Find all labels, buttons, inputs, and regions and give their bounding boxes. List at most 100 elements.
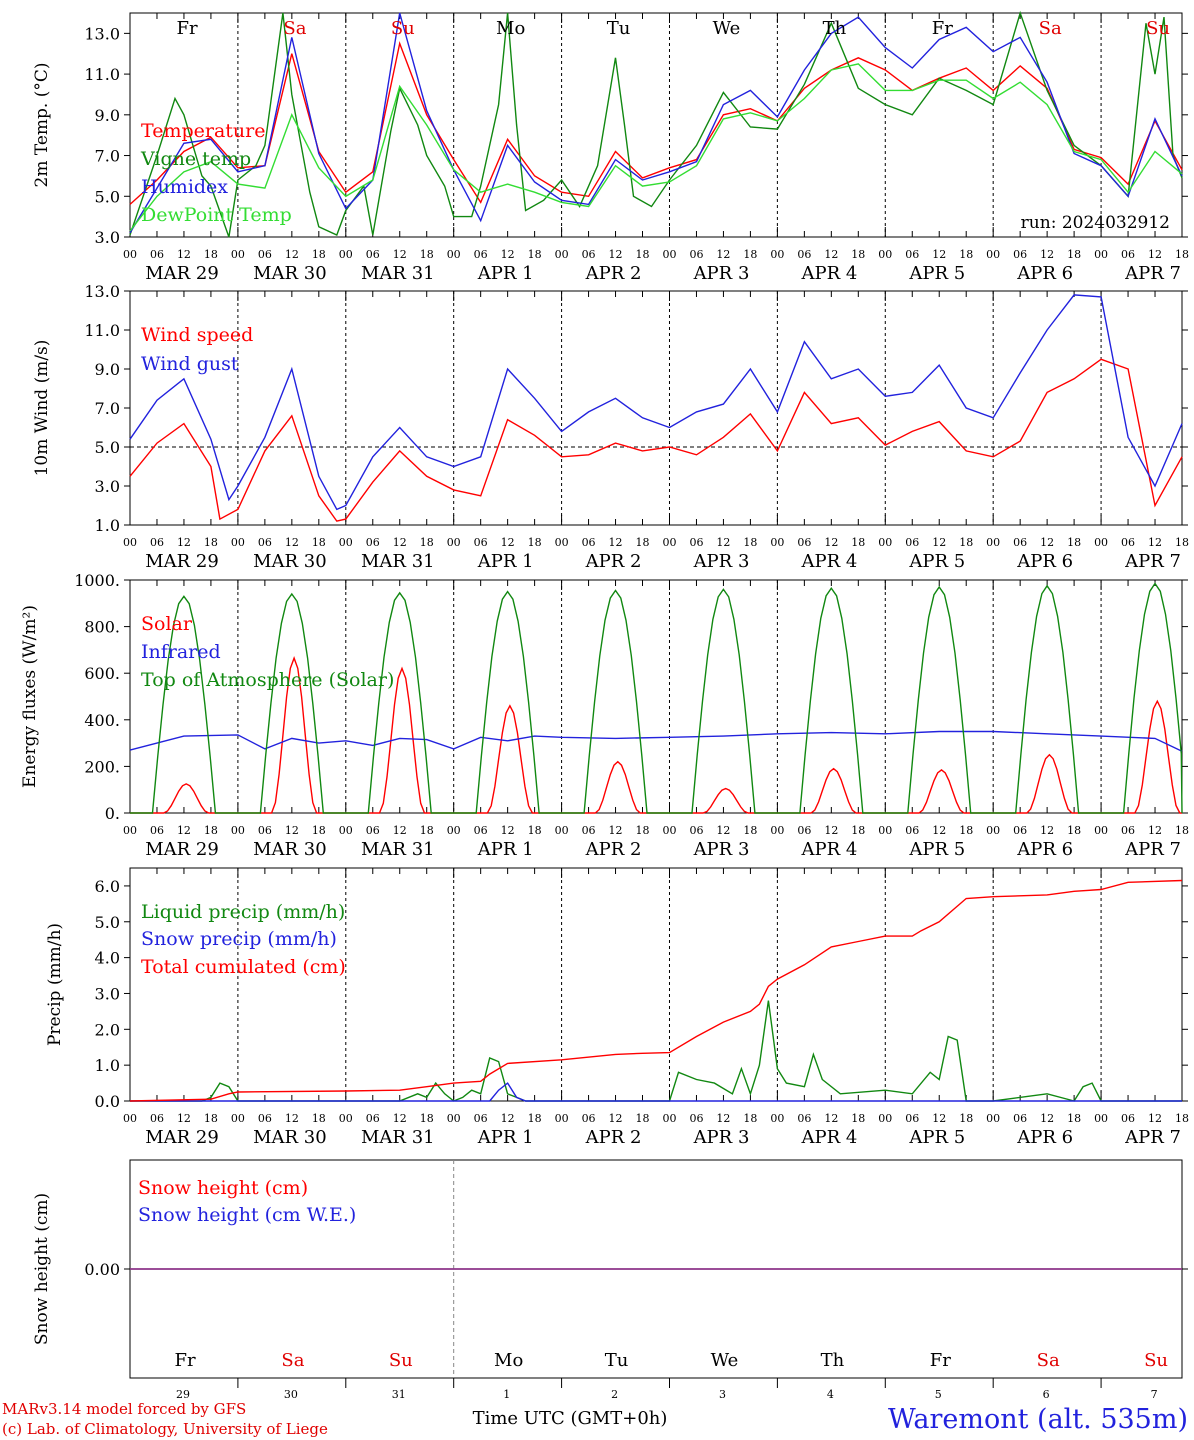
model-credit: MARv3.14 model forced by GFS (2, 1400, 246, 1418)
hour-tick-label: 06 (258, 536, 272, 549)
hour-tick-label: 00 (662, 248, 676, 261)
hour-tick-label: 00 (447, 248, 461, 261)
hour-tick-label: 06 (1121, 1112, 1135, 1125)
y-tick-label: 7.0 (95, 399, 120, 418)
hour-tick-label: 06 (797, 536, 811, 549)
run-label: run: 2024032912 (1021, 213, 1170, 233)
day-label: APR 4 (800, 551, 857, 572)
hour-tick-label: 12 (716, 248, 730, 261)
hour-tick-label: 12 (393, 1112, 407, 1125)
day-label: APR 1 (477, 551, 534, 572)
weekday-label: Fr (176, 18, 197, 39)
legend-entry: Snow height (cm W.E.) (138, 1204, 356, 1226)
hour-tick-label: 18 (1067, 536, 1081, 549)
day-number: 2 (611, 1388, 618, 1401)
day-label: APR 4 (800, 1127, 857, 1148)
hour-tick-label: 06 (582, 248, 596, 261)
hour-tick-label: 18 (312, 248, 326, 261)
panel-frame (129, 290, 1183, 526)
series-line-wind-speed (129, 358, 1183, 522)
hour-tick-label: 06 (150, 536, 164, 549)
hour-tick-label: 12 (1040, 824, 1054, 837)
y-tick-label: 800. (84, 618, 120, 637)
weekday-label: Th (821, 1350, 845, 1371)
day-label: MAR 29 (145, 1127, 219, 1148)
hour-tick-label: 12 (1148, 536, 1162, 549)
y-tick-label: 1000. (74, 571, 120, 590)
legend-entry: Solar (141, 613, 193, 635)
weekday-label: Fr (932, 18, 953, 39)
hour-tick-label: 00 (662, 1112, 676, 1125)
hour-tick-label: 12 (177, 824, 191, 837)
series-line-liquid-precip-mm-h- (130, 1000, 1182, 1102)
day-label: MAR 30 (253, 551, 327, 572)
legend-entry: Total cumulated (cm) (141, 956, 346, 978)
hour-tick-label: 06 (689, 1112, 703, 1125)
panel-3 (124, 579, 1188, 814)
hour-tick-label: 18 (1175, 1112, 1189, 1125)
hour-tick-label: 00 (986, 824, 1000, 837)
hour-tick-label: 06 (689, 824, 703, 837)
hour-tick-label: 00 (770, 248, 784, 261)
y-tick-label: 2.0 (95, 1020, 120, 1039)
hour-tick-label: 06 (474, 536, 488, 549)
hour-tick-label: 12 (716, 824, 730, 837)
hour-tick-label: 12 (177, 536, 191, 549)
hour-tick-label: 18 (636, 248, 650, 261)
y-tick-label: 6.0 (95, 877, 120, 896)
hour-tick-label: 06 (1013, 248, 1027, 261)
hour-tick-label: 06 (150, 248, 164, 261)
day-label: MAR 31 (361, 1127, 435, 1148)
hour-tick-label: 06 (689, 536, 703, 549)
hour-tick-label: 12 (824, 824, 838, 837)
hour-tick-label: 12 (932, 536, 946, 549)
y-tick-label: 3.0 (95, 477, 120, 496)
day-number: 30 (284, 1388, 298, 1401)
hour-tick-label: 00 (447, 536, 461, 549)
y-tick-label: 200. (84, 757, 120, 776)
hour-tick-label: 06 (905, 1112, 919, 1125)
y-tick-label: 7.0 (95, 147, 120, 166)
hour-tick-label: 06 (366, 824, 380, 837)
series-line-total-cumulated-cm- (129, 879, 1183, 1102)
weekday-label: Su (1144, 1350, 1168, 1371)
y-tick-label: 9.0 (95, 360, 120, 379)
day-number: 5 (935, 1388, 942, 1401)
hour-tick-label: 06 (1121, 536, 1135, 549)
hour-tick-label: 18 (312, 536, 326, 549)
hour-tick-label: 18 (743, 1112, 757, 1125)
legend-entry: Temperature (141, 120, 265, 142)
hour-tick-label: 12 (1148, 824, 1162, 837)
hour-tick-label: 00 (986, 536, 1000, 549)
weekday-label: Sa (1039, 18, 1062, 39)
hour-tick-label: 06 (258, 1112, 272, 1125)
hour-tick-label: 18 (204, 536, 218, 549)
day-label: APR 3 (693, 1127, 750, 1148)
weekday-label: Fr (174, 1350, 195, 1371)
weekday-label: Fr (930, 1350, 951, 1371)
hour-tick-label: 18 (636, 1112, 650, 1125)
day-label: APR 3 (693, 839, 750, 860)
hour-tick-label: 18 (1067, 248, 1081, 261)
hour-tick-label: 12 (285, 248, 299, 261)
weekday-label: Sa (281, 1350, 304, 1371)
day-label: APR 5 (908, 263, 965, 284)
hour-tick-label: 18 (204, 1112, 218, 1125)
hour-tick-label: 12 (932, 248, 946, 261)
hour-tick-label: 18 (1067, 824, 1081, 837)
weekday-label: Mo (494, 1350, 523, 1371)
day-label: APR 2 (585, 1127, 642, 1148)
day-label: MAR 30 (253, 839, 327, 860)
hour-tick-label: 00 (231, 536, 245, 549)
legend-entry: Liquid precip (mm/h) (141, 901, 345, 923)
day-number: 29 (176, 1388, 190, 1401)
hour-tick-label: 12 (285, 824, 299, 837)
hour-tick-label: 18 (959, 1112, 973, 1125)
x-axis-title: Time UTC (GMT+0h) (473, 1408, 668, 1429)
hour-tick-label: 00 (339, 1112, 353, 1125)
hour-tick-label: 06 (582, 824, 596, 837)
day-label: MAR 29 (145, 263, 219, 284)
panel-frame (129, 12, 1183, 238)
hour-tick-label: 06 (797, 824, 811, 837)
